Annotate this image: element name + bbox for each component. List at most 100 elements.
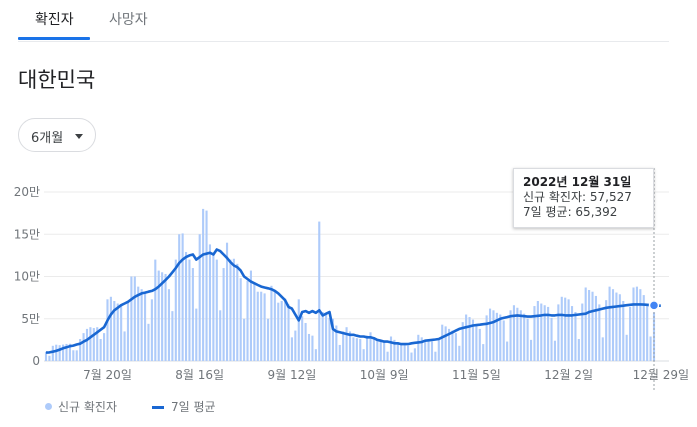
bar xyxy=(625,334,628,361)
bar xyxy=(441,324,444,361)
bar xyxy=(143,291,147,361)
average-line xyxy=(45,248,661,354)
bar xyxy=(389,336,393,361)
bar xyxy=(202,208,205,361)
bar xyxy=(301,316,304,361)
bar xyxy=(588,290,591,361)
bar xyxy=(184,251,188,361)
bar xyxy=(526,318,529,361)
bar xyxy=(577,339,580,361)
bar xyxy=(376,339,379,361)
tooltip-new-cases: 신규 확진자: 57,527 xyxy=(523,190,632,204)
bar xyxy=(444,326,447,361)
bar xyxy=(75,350,78,361)
hover-point xyxy=(648,300,660,311)
x-tick-label: 8월 16일 xyxy=(175,368,224,382)
bar xyxy=(495,312,498,361)
bar xyxy=(89,327,92,361)
bar xyxy=(598,304,601,361)
bar xyxy=(407,345,410,361)
bar xyxy=(253,283,256,361)
bar xyxy=(51,345,54,361)
bar xyxy=(188,259,191,361)
bar xyxy=(113,301,116,361)
bar xyxy=(225,242,229,361)
bar xyxy=(560,296,563,361)
bar xyxy=(454,333,457,361)
bar xyxy=(181,233,184,361)
bar xyxy=(219,310,222,361)
bar xyxy=(427,340,430,361)
x-tick-label: 7월 20일 xyxy=(83,368,132,382)
bar xyxy=(103,333,106,361)
bar xyxy=(396,342,399,361)
bar xyxy=(403,344,406,361)
bar xyxy=(335,325,338,361)
bar xyxy=(243,318,246,361)
bar xyxy=(85,328,89,361)
bar xyxy=(284,298,287,361)
bar xyxy=(120,306,123,361)
bar xyxy=(318,221,321,361)
bar xyxy=(58,345,61,361)
bar xyxy=(605,300,608,361)
bar xyxy=(99,339,102,361)
bar xyxy=(642,295,645,361)
bar xyxy=(154,259,157,361)
bar xyxy=(212,252,215,361)
bar xyxy=(106,299,109,361)
region-title: 대한민국 xyxy=(18,68,96,92)
bar xyxy=(379,340,382,361)
bar xyxy=(591,291,594,361)
bar xyxy=(287,304,290,361)
tooltip-average: 7일 평균: 65,392 xyxy=(523,205,618,219)
bar xyxy=(430,341,434,361)
cases-chart[interactable]: 0 5만 10만 15만 20만 7월 20일 8월 16일 9월 12일 10월 9일 11월 … xyxy=(0,160,697,390)
bar xyxy=(410,352,413,361)
bar xyxy=(482,344,485,361)
bar xyxy=(208,244,212,361)
bar xyxy=(222,268,225,361)
bar xyxy=(413,348,416,361)
bar xyxy=(383,341,386,361)
bar xyxy=(461,322,464,361)
bar xyxy=(451,330,454,361)
bar xyxy=(246,280,249,361)
bar xyxy=(533,306,536,361)
bar xyxy=(338,344,341,361)
tab-cases[interactable]: 확진자 xyxy=(35,12,74,28)
bar xyxy=(140,289,143,361)
y-tick-label: 20만 xyxy=(14,185,40,199)
bar xyxy=(509,310,512,361)
bar xyxy=(465,314,468,361)
bar xyxy=(55,344,58,361)
tab-deaths[interactable]: 사망자 xyxy=(109,12,148,28)
bar xyxy=(468,317,471,361)
bar xyxy=(355,338,358,361)
bar xyxy=(229,259,232,361)
bar xyxy=(263,293,266,361)
bar xyxy=(290,337,293,361)
bar xyxy=(331,318,334,361)
bar xyxy=(79,339,82,361)
bar-legend-dot-icon xyxy=(45,403,52,410)
legend-new-cases: 신규 확진자 xyxy=(58,400,118,414)
bar xyxy=(499,314,502,361)
bar xyxy=(417,334,420,361)
bar xyxy=(48,355,51,361)
bar xyxy=(72,350,75,361)
bar xyxy=(632,287,635,361)
bar xyxy=(516,307,519,361)
bar xyxy=(68,343,71,361)
bar xyxy=(550,317,553,361)
bar xyxy=(195,308,198,361)
bar xyxy=(304,322,307,361)
bar xyxy=(137,286,140,361)
bar xyxy=(232,258,235,361)
y-tick-label: 5만 xyxy=(21,312,40,326)
bar xyxy=(618,294,621,361)
period-dropdown[interactable]: 6개월 xyxy=(18,118,96,152)
bar xyxy=(594,295,597,361)
y-tick-label: 15만 xyxy=(14,227,40,241)
bar xyxy=(553,340,557,361)
